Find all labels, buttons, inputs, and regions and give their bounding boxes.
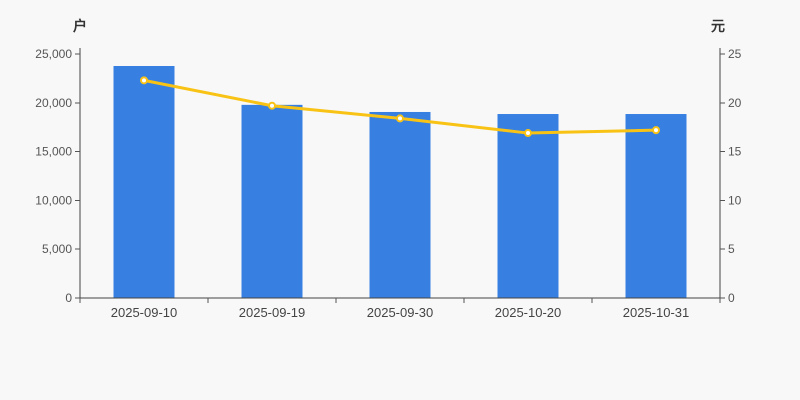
right-axis-tick-label: 5 (728, 242, 735, 256)
bar-2025-09-10[interactable] (113, 66, 175, 299)
x-axis-date-label: 2025-10-31 (623, 305, 690, 320)
left-axis-tick-label: 5,000 (42, 242, 72, 256)
right-axis-tick-label: 15 (728, 145, 742, 159)
line-point-2025-09-10[interactable] (140, 76, 148, 85)
x-axis-date-label: 2025-09-30 (367, 305, 434, 320)
left-axis-tick-label: 25,000 (35, 47, 72, 61)
right-axis-tick-label: 10 (728, 193, 742, 207)
line-point-2025-09-19[interactable] (268, 101, 276, 110)
bar-2025-09-30[interactable] (369, 111, 431, 299)
bar-2025-10-31[interactable] (625, 114, 687, 298)
x-axis-date-label: 2025-09-19 (239, 305, 306, 320)
left-axis-tick-label: 0 (65, 291, 72, 305)
line-point-2025-10-31[interactable] (652, 126, 660, 135)
right-axis-tick-label: 0 (728, 291, 735, 305)
bar-2025-10-20[interactable] (497, 114, 559, 298)
bar-2025-09-19[interactable] (241, 104, 303, 298)
x-axis-date-label: 2025-09-10 (111, 305, 178, 320)
right-axis-unit-label: 元 (711, 18, 725, 34)
left-axis-tick-label: 15,000 (35, 145, 72, 159)
line-point-2025-10-20[interactable] (524, 129, 532, 138)
right-axis-tick-label: 20 (728, 96, 742, 110)
left-axis-unit-label: 户 (73, 18, 87, 34)
right-axis-tick-label: 25 (728, 47, 742, 61)
left-axis-tick-label: 10,000 (35, 193, 72, 207)
left-axis-tick-label: 20,000 (35, 96, 72, 110)
x-axis-date-label: 2025-10-20 (495, 305, 562, 320)
line-point-2025-09-30[interactable] (396, 114, 404, 123)
